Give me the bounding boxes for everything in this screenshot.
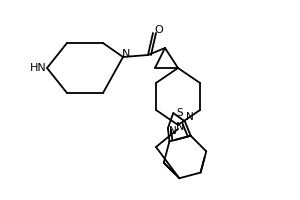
Text: N: N	[176, 122, 184, 132]
Text: HN: HN	[30, 63, 46, 73]
Text: N: N	[122, 49, 130, 59]
Text: N: N	[169, 126, 177, 136]
Text: O: O	[154, 25, 164, 35]
Text: N: N	[186, 112, 194, 122]
Text: S: S	[176, 108, 182, 118]
